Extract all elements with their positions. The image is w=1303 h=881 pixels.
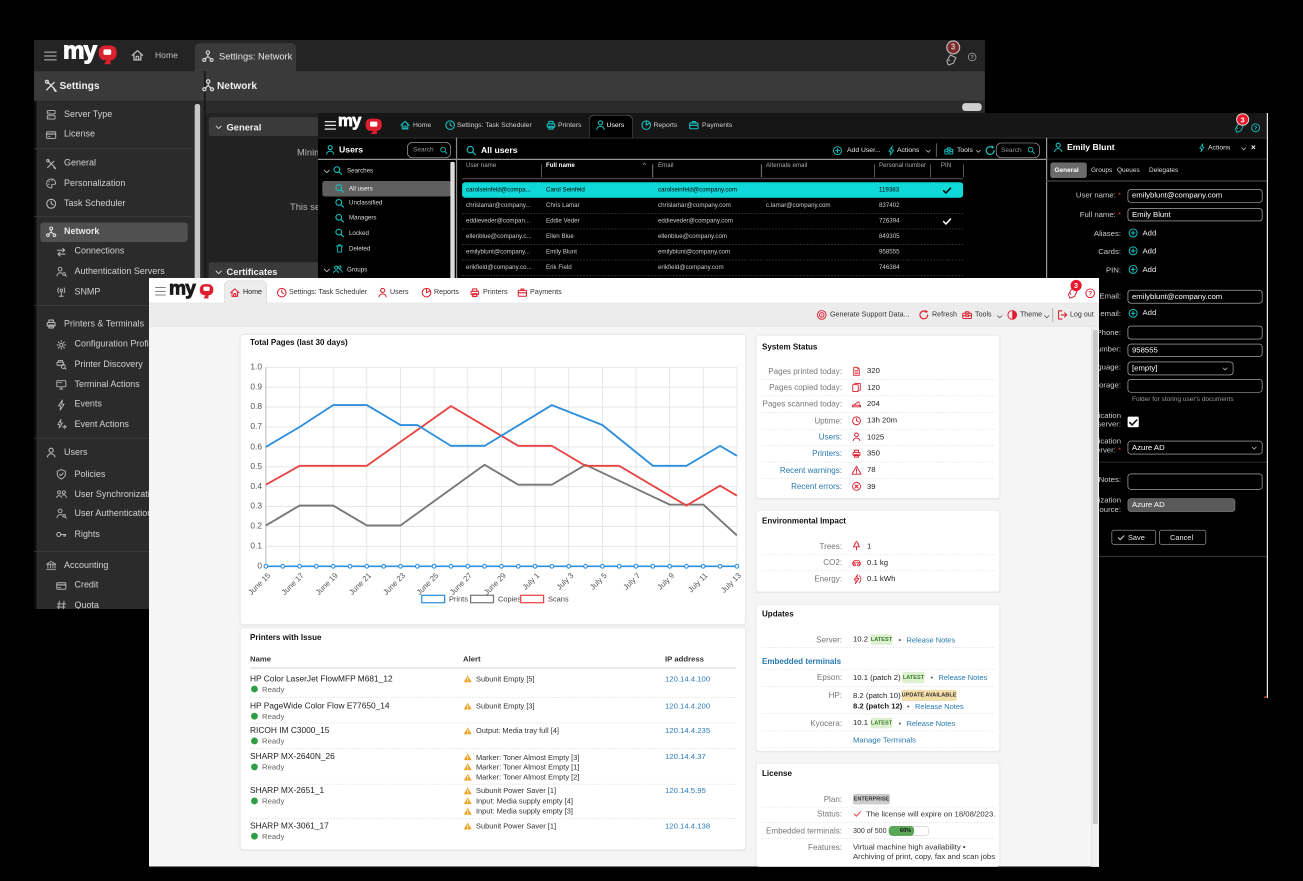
svg-text:?: ? (1254, 126, 1258, 132)
svg-text:?: ? (1088, 290, 1092, 297)
svg-text:?: ? (970, 55, 974, 61)
